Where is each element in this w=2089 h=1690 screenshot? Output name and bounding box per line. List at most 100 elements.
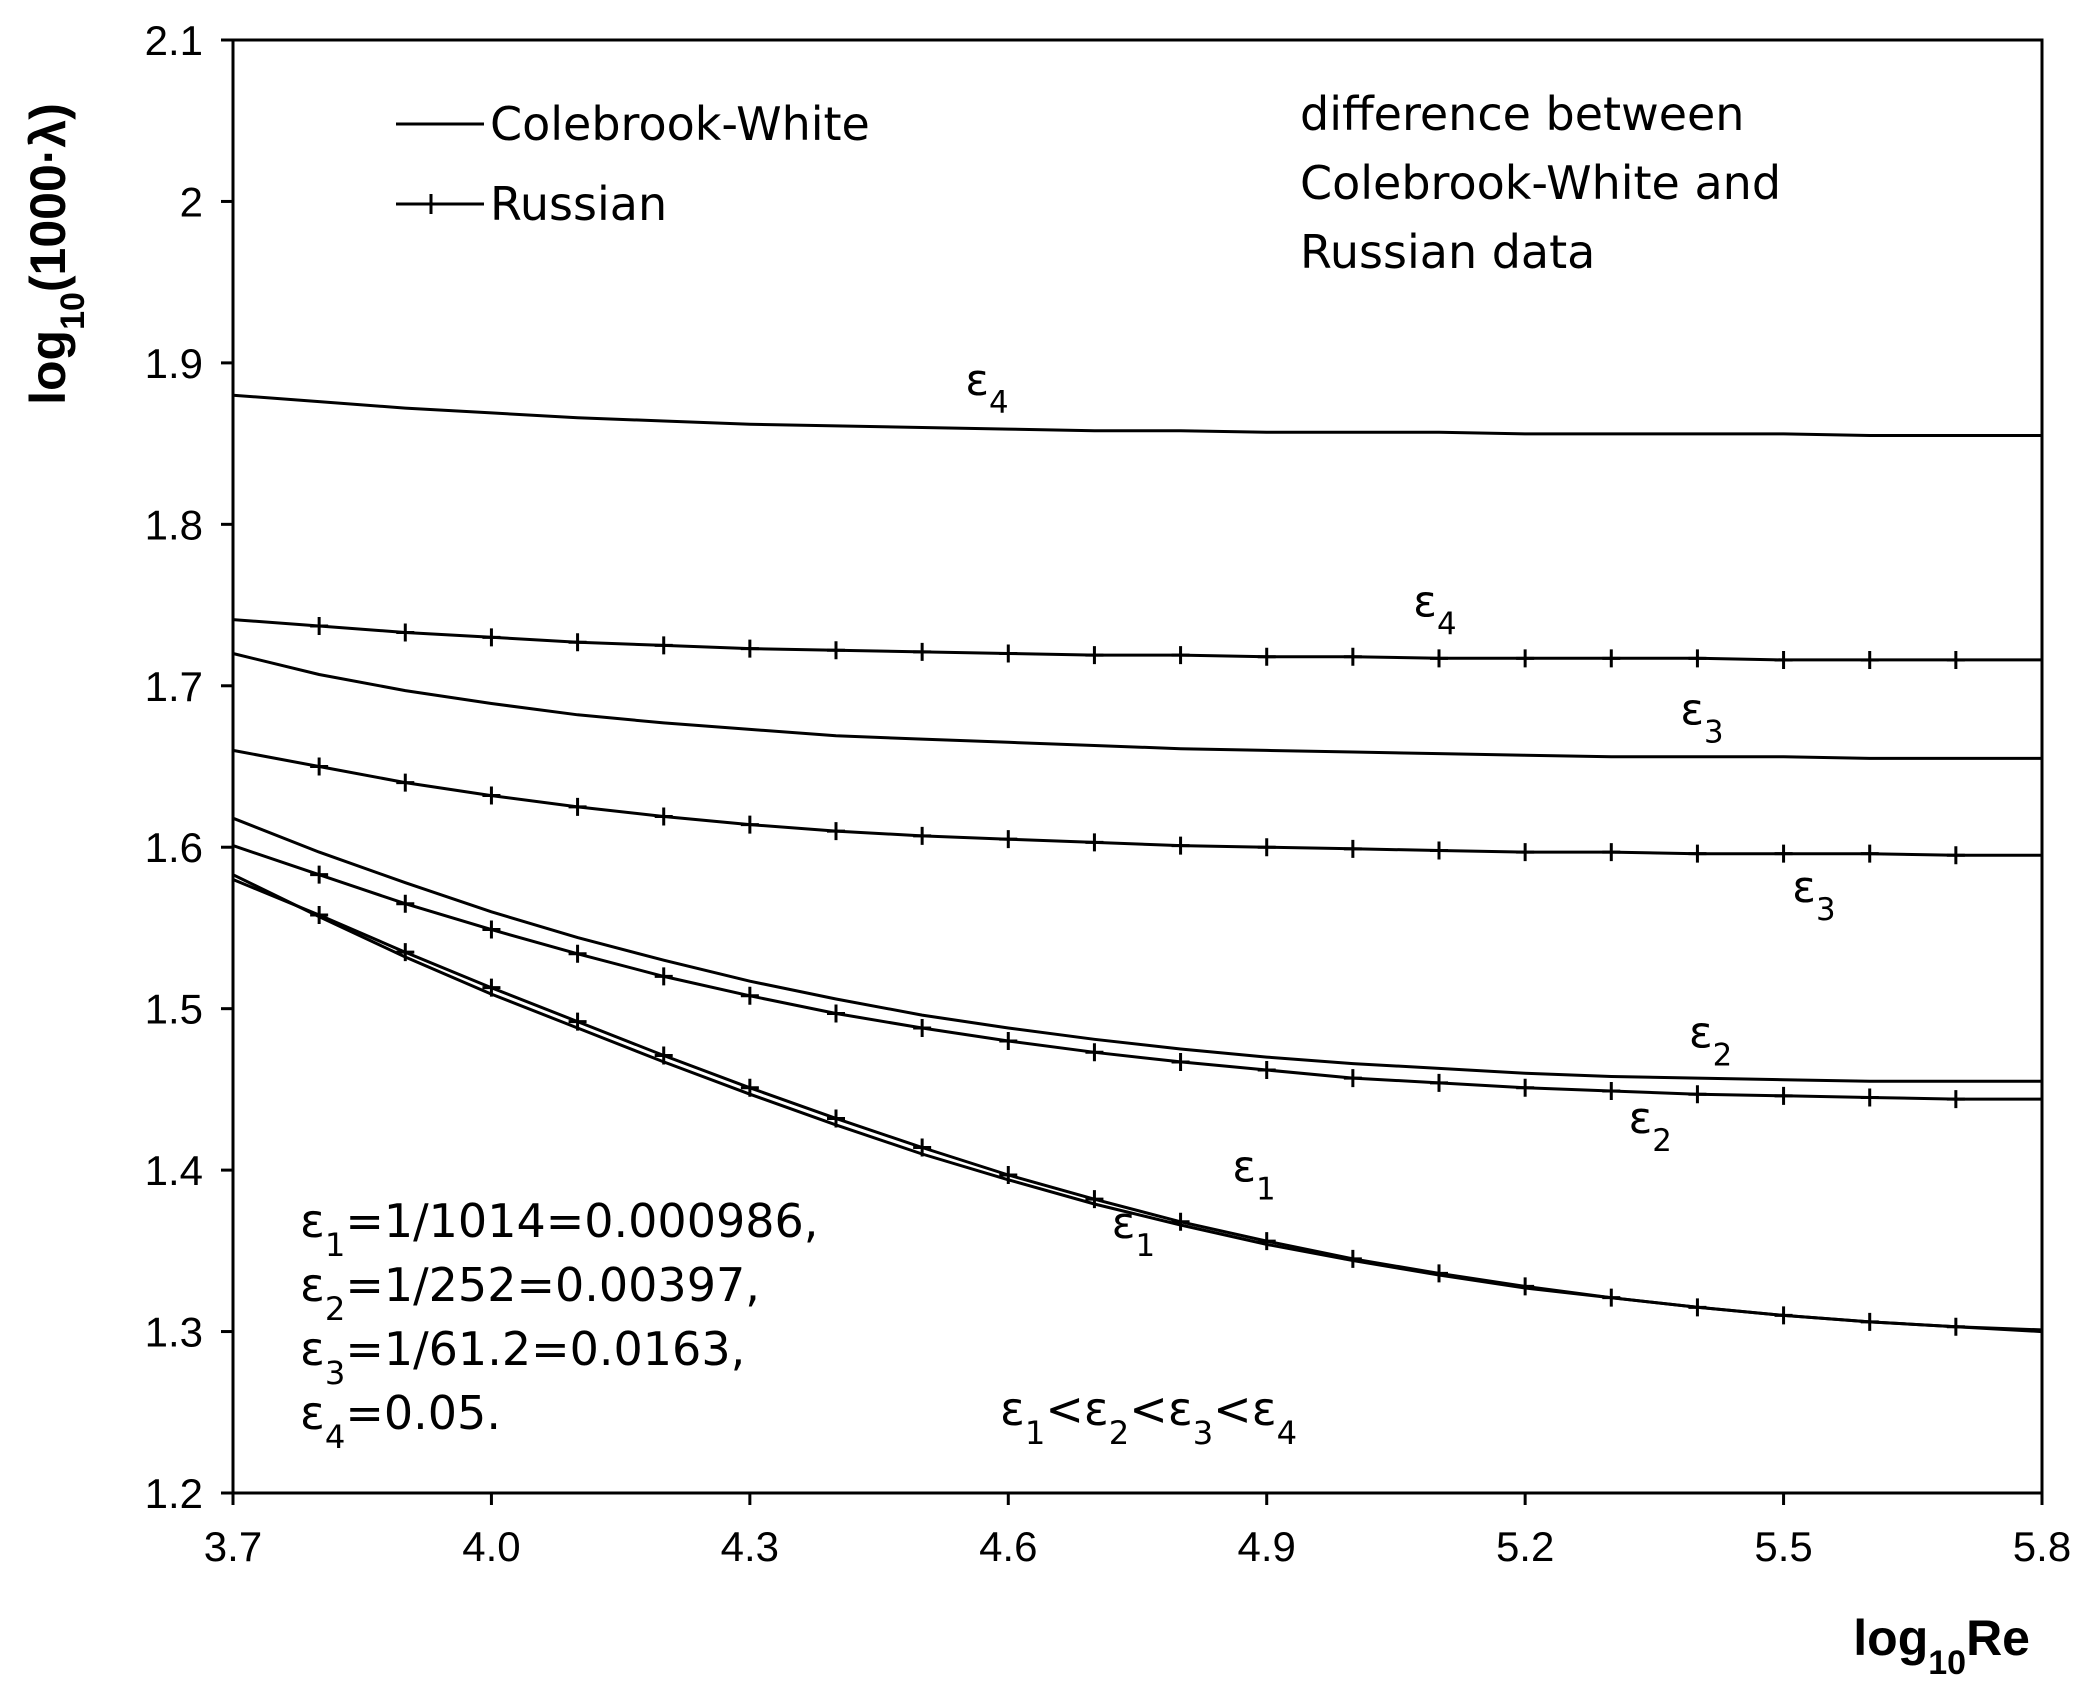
- data-point-marker: [654, 967, 673, 986]
- legend-entry-colebrook-white: Colebrook-White: [396, 97, 870, 151]
- inequality-subscript: 3: [1193, 1414, 1213, 1452]
- inequality-sep: <: [1045, 1382, 1084, 1436]
- data-point-marker: [1343, 647, 1362, 666]
- curve-label-eps1: ε1: [1112, 1198, 1155, 1264]
- definition-value: =1/1014=0.000986,: [345, 1194, 818, 1248]
- y-tick-label: 1.8: [145, 501, 203, 548]
- data-point-marker: [568, 633, 587, 652]
- inequality-symbol: ε: [1084, 1382, 1109, 1436]
- data-point-marker: [1602, 1288, 1621, 1307]
- data-point-marker: [396, 894, 415, 913]
- definition-eps3: ε3=1/61.2=0.0163,: [300, 1322, 745, 1392]
- x-tick-label: 4.0: [462, 1523, 520, 1570]
- data-point-marker: [310, 757, 329, 776]
- data-point-marker: [1430, 649, 1448, 668]
- y-title-log: log: [20, 330, 76, 405]
- data-point-marker: [1602, 843, 1621, 862]
- data-point-marker: [482, 628, 501, 647]
- y-tick-label: 2: [180, 178, 203, 225]
- data-point-marker: [913, 1138, 932, 1157]
- x-tick-label: 3.7: [204, 1523, 262, 1570]
- data-point-marker: [1171, 1212, 1190, 1231]
- curve-label-symbol: ε: [1112, 1198, 1136, 1249]
- inequality-subscript: 1: [1025, 1414, 1045, 1452]
- inequality-symbol: ε: [1252, 1382, 1277, 1436]
- x-tick-label: 5.2: [1496, 1523, 1554, 1570]
- legend-label: Russian: [490, 177, 667, 231]
- curve-label-symbol: ε: [1629, 1093, 1653, 1144]
- data-point-marker: [1860, 1312, 1879, 1331]
- definition-subscript: 3: [325, 1354, 345, 1392]
- x-tick-label: 4.3: [721, 1523, 779, 1570]
- curve-label-symbol: ε: [1689, 1007, 1713, 1058]
- curve-label-eps2: ε2: [1629, 1093, 1672, 1159]
- curve-label-subscript: 2: [1652, 1123, 1672, 1159]
- inequality-sep: <: [1213, 1382, 1252, 1436]
- curve-label-subscript: 4: [989, 385, 1009, 421]
- data-point-marker: [1516, 843, 1535, 862]
- data-point-marker: [740, 986, 759, 1005]
- definition-eps2: ε2=1/252=0.00397,: [300, 1258, 760, 1328]
- x-tick-label: 5.8: [2013, 1523, 2071, 1570]
- data-point-marker: [1774, 1086, 1793, 1105]
- data-point-marker: [482, 920, 501, 939]
- series-line-colebrook-white-eps4: [232, 393, 2042, 437]
- series-colebrook-white-eps3: [232, 652, 2042, 760]
- data-point-marker: [1343, 1069, 1362, 1088]
- series-colebrook-white-eps2: [232, 816, 2042, 1083]
- data-point-marker: [482, 978, 501, 997]
- data-point-marker: [1085, 1190, 1104, 1209]
- series-line-colebrook-white-eps3: [232, 652, 2042, 760]
- y-tick-label: 1.3: [145, 1309, 203, 1356]
- series-line-russian-eps2: [232, 844, 2042, 1101]
- data-point-marker: [568, 797, 587, 816]
- data-point-marker: [1171, 646, 1190, 665]
- series-russian-eps4: [232, 617, 2042, 669]
- data-point-marker: [1688, 1085, 1707, 1104]
- data-point-marker: [1430, 1264, 1448, 1283]
- y-axis-title: log10(1000·λ): [20, 103, 92, 405]
- definition-subscript: 1: [325, 1226, 345, 1264]
- data-point-marker: [1343, 839, 1362, 858]
- data-point-marker: [740, 1078, 759, 1097]
- series-line-russian-eps4: [232, 618, 2042, 662]
- y-tick-label: 1.7: [145, 663, 203, 710]
- x-axis: 3.7 4.0 4.3 4.6 4.9 5.2 5.5 5.8: [204, 1493, 2071, 1570]
- curve-label-subscript: 1: [1256, 1171, 1276, 1207]
- data-point-marker: [740, 639, 759, 658]
- data-point-marker: [740, 815, 759, 834]
- data-point-marker: [310, 617, 329, 636]
- data-point-marker: [1430, 841, 1448, 860]
- data-point-marker: [1257, 838, 1276, 857]
- data-point-marker: [310, 906, 329, 925]
- data-point-marker: [1171, 1052, 1190, 1071]
- series-line-russian-eps1: [232, 878, 2043, 1334]
- data-point-marker: [827, 1109, 845, 1128]
- data-point-marker: [654, 1046, 673, 1065]
- series-russian-eps3: [232, 748, 2042, 865]
- data-point-marker: [1257, 647, 1276, 666]
- data-point-marker: [1085, 833, 1104, 852]
- data-point-marker: [999, 1165, 1018, 1184]
- inequality-symbol: ε: [1168, 1382, 1193, 1436]
- legend-label: Colebrook-White: [490, 97, 870, 151]
- y-title-arg: (1000·λ): [20, 103, 76, 292]
- data-point-marker: [1602, 649, 1621, 668]
- data-point-marker: [827, 1004, 845, 1023]
- note-line-2: Colebrook-White and: [1300, 156, 1781, 210]
- curve-label-eps4: ε4: [1413, 576, 1456, 642]
- definition-value: =1/61.2=0.0163,: [345, 1322, 745, 1376]
- definition-symbol: ε: [300, 1258, 325, 1312]
- definition-eps1: ε1=1/1014=0.000986,: [300, 1194, 818, 1264]
- epsilon-inequality: ε1<ε2<ε3<ε4: [1000, 1382, 1297, 1452]
- x-tick-label: 4.6: [979, 1523, 1037, 1570]
- curve-label-symbol: ε: [1680, 685, 1704, 736]
- data-point-marker: [654, 807, 673, 826]
- inequality-subscript: 2: [1109, 1414, 1129, 1452]
- epsilon-definitions: ε1=1/1014=0.000986,ε2=1/252=0.00397,ε3=1…: [300, 1194, 818, 1456]
- data-point-marker: [396, 943, 415, 962]
- y-tick-label: 1.4: [145, 1147, 203, 1194]
- curve-label-symbol: ε: [1792, 862, 1816, 913]
- x-tick-label: 4.9: [1238, 1523, 1296, 1570]
